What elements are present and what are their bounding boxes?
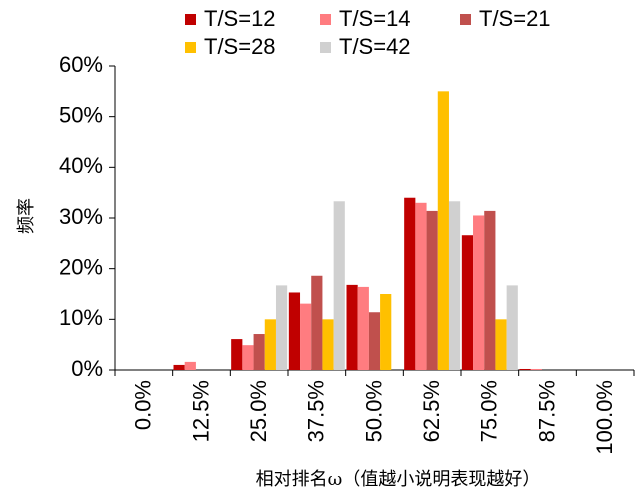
bar [437,91,449,370]
x-axis: 0.0% 12.5% 25.0% 37.5% 50.0% 62.5% 75.0% 87.5% 1… [114,369,635,455]
y-tick-label: 40% [59,153,103,178]
legend-item: T/S=28 [185,34,276,59]
series-T/S=12 [173,197,531,370]
bar [264,319,276,370]
x-tick-label: 25.0% [246,380,271,442]
x-tick-label: 50.0% [361,380,386,442]
legend-item: T/S=21 [460,6,551,31]
y-tick-label: 60% [59,52,103,77]
bar [333,201,345,370]
x-tick-label: 0.0% [131,380,156,430]
x-tick-label: 12.5% [188,380,213,442]
bar [311,275,323,370]
legend-item: T/S=14 [320,6,411,31]
x-axis-title: 相对排名ω（值越小说明表现越好） [256,469,541,490]
bar [461,235,474,370]
bar [275,285,288,370]
bar [415,202,427,370]
legend-swatch [460,14,471,25]
bar [519,368,531,370]
x-tick-label: 62.5% [419,380,444,442]
bar [368,312,381,370]
bar [322,319,334,370]
bar [184,361,196,370]
legend-label: T/S=21 [479,6,551,31]
y-axis-title: 频率 [16,198,37,234]
y-tick-label: 0% [71,356,103,381]
series-T/S=42 [275,201,518,370]
legend-swatch [185,14,196,25]
y-tick-label: 20% [59,254,103,279]
legend-label: T/S=12 [204,6,276,31]
bar [288,292,301,370]
y-tick-label: 30% [59,204,103,229]
bar [253,334,265,370]
series-T/S=28 [264,91,507,370]
bar [404,197,416,370]
bar [530,368,542,370]
bar [346,284,358,370]
legend-label: T/S=28 [204,34,276,59]
bars [173,91,542,370]
bar [426,210,438,370]
bar [357,286,369,370]
legend-item: T/S=42 [320,34,411,59]
bar [242,345,254,370]
bar [506,285,518,370]
bar [473,215,485,370]
legend-item: T/S=12 [185,6,276,31]
bar [173,364,185,370]
x-tick-label: 37.5% [304,380,329,442]
bar [231,339,243,370]
legend-label: T/S=14 [339,6,411,31]
x-tick-label: 75.0% [477,380,502,442]
legend-swatch [320,14,331,25]
y-tick-label: 10% [59,305,103,330]
x-tick-label: 100.0% [592,380,617,455]
legend-label: T/S=42 [339,34,411,59]
x-tick-label: 87.5% [534,380,559,442]
legend-swatch [185,42,196,53]
legend: T/S=12 T/S=14 T/S=21 T/S=28 T/S=42 [185,6,551,59]
series-T/S=14 [184,202,542,370]
bar [448,201,461,370]
y-axis: 0% 10% 20% 30% 40% 50% 60% [59,52,116,381]
bar [380,294,392,370]
series-T/S=21 [253,210,496,370]
bar [484,210,496,370]
bar [495,319,507,370]
y-tick-label: 50% [59,102,103,127]
bar [300,303,312,370]
legend-swatch [320,42,331,53]
